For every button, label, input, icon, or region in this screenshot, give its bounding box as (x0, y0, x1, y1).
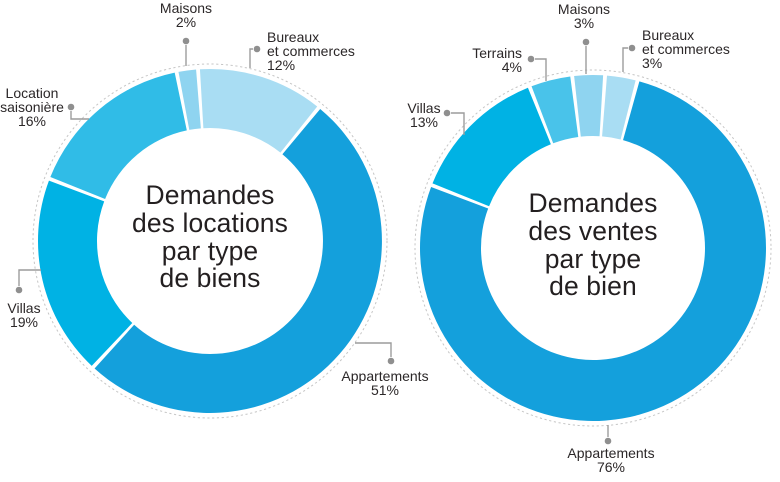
label-ventes-maisons: Maisons 3% (544, 1, 624, 32)
donut-segment-demandes-ventes-villas (432, 87, 551, 207)
label-text: Maisons (159, 0, 213, 16)
label-text: Villas (7, 300, 41, 316)
connector-dot-demandes-ventes-appartements (604, 437, 612, 445)
connector-dot-demandes-ventes-villas (443, 109, 451, 117)
chart-title-ventes: Demandes des ventes par type de bien (471, 188, 715, 302)
title-line: des ventes (528, 215, 658, 246)
donut-chart-demandes-ventes (414, 38, 772, 445)
dashed-outer-ring-demandes-ventes (414, 69, 772, 427)
label-pct: 3% (573, 15, 595, 32)
donut-segment-demandes-ventes-terrains (531, 76, 579, 144)
donut-segment-demandes-locations-bureaux-et-commerces (199, 69, 318, 153)
label-locations-villas: Villas 19% (0, 300, 60, 331)
connector-dot-demandes-locations-appartements (387, 357, 395, 365)
label-pct: 4% (501, 59, 522, 76)
label-text: Villas (407, 100, 441, 116)
label-pct: 13% (409, 114, 439, 131)
connector-demandes-locations-bureaux-et-commerces (249, 48, 253, 68)
label-text: saisonière (0, 99, 64, 116)
donut-segment-demandes-locations-villas (37, 180, 133, 366)
connector-demandes-locations-location-saisoniere (70, 111, 89, 120)
label-ventes-bureaux: Bureaux et commerces 3% (642, 28, 742, 71)
donut-segment-demandes-locations-location-saisoniere (50, 72, 187, 199)
connector-demandes-locations-appartements (355, 342, 392, 357)
title-line: par type (161, 235, 259, 266)
connector-dot-demandes-ventes-maisons (582, 38, 590, 46)
donut-segment-demandes-locations-appartements (94, 108, 382, 413)
connector-dot-demandes-ventes-terrains (527, 55, 535, 63)
connector-dot-demandes-locations-bureaux-et-commerces (253, 45, 261, 53)
title-line: de biens (159, 263, 261, 294)
dashed-outer-ring-demandes-locations (32, 63, 388, 419)
label-pct: 76% (596, 459, 626, 476)
label-text: Bureaux (267, 29, 320, 45)
label-locations-maisons: Maisons 2% (146, 0, 226, 31)
label-text: et commerces (267, 43, 355, 60)
label-pct: 3% (642, 55, 663, 72)
label-pct: 12% (267, 57, 296, 74)
connector-demandes-ventes-bureaux-et-commerces (622, 47, 628, 72)
label-locations-appartements: Appartements 51% (338, 368, 432, 399)
title-line: des locations (132, 207, 288, 238)
label-text: Appartements (567, 445, 655, 461)
label-pct: 2% (175, 14, 197, 31)
connector-demandes-ventes-terrains (535, 58, 547, 81)
label-text: et commerces (642, 41, 730, 58)
connector-dot-demandes-locations-location-saisoniere (67, 103, 75, 111)
label-text: Appartements (341, 368, 429, 384)
title-line: Demandes (528, 188, 658, 218)
title-line: de bien (549, 271, 637, 302)
label-ventes-terrains: Terrains 4% (447, 45, 522, 76)
label-locations-bureaux: Bureaux et commerces 12% (267, 30, 377, 73)
donut-segment-demandes-locations-maisons (178, 69, 201, 130)
label-text: Bureaux (642, 27, 695, 43)
label-pct: 19% (9, 314, 39, 331)
title-line: Demandes (145, 180, 275, 210)
label-pct: 51% (370, 382, 400, 399)
label-locations-location-saisoniere: Location saisonière 16% (0, 86, 69, 129)
donut-segment-demandes-ventes-bureaux-et-commerces (602, 75, 636, 140)
connector-dot-demandes-locations-villas (15, 286, 23, 294)
label-text: Location (5, 85, 59, 101)
connector-dot-demandes-locations-maisons (182, 37, 190, 45)
donut-segment-demandes-ventes-appartements (419, 81, 766, 421)
title-line: par type (544, 243, 642, 274)
connector-demandes-locations-villas (18, 269, 41, 286)
label-pct: 16% (17, 113, 47, 130)
label-ventes-appartements: Appartements 76% (564, 445, 658, 476)
donut-chart-demandes-locations (15, 37, 395, 419)
donut-segment-demandes-ventes-maisons (574, 75, 604, 137)
label-text: Terrains (472, 45, 522, 61)
connector-demandes-ventes-villas (451, 112, 465, 135)
label-text: Maisons (557, 1, 611, 17)
label-ventes-villas: Villas 13% (384, 100, 464, 131)
connector-dot-demandes-ventes-bureaux-et-commerces (628, 44, 636, 52)
chart-title-locations: Demandes des locations par type de biens (88, 180, 332, 294)
